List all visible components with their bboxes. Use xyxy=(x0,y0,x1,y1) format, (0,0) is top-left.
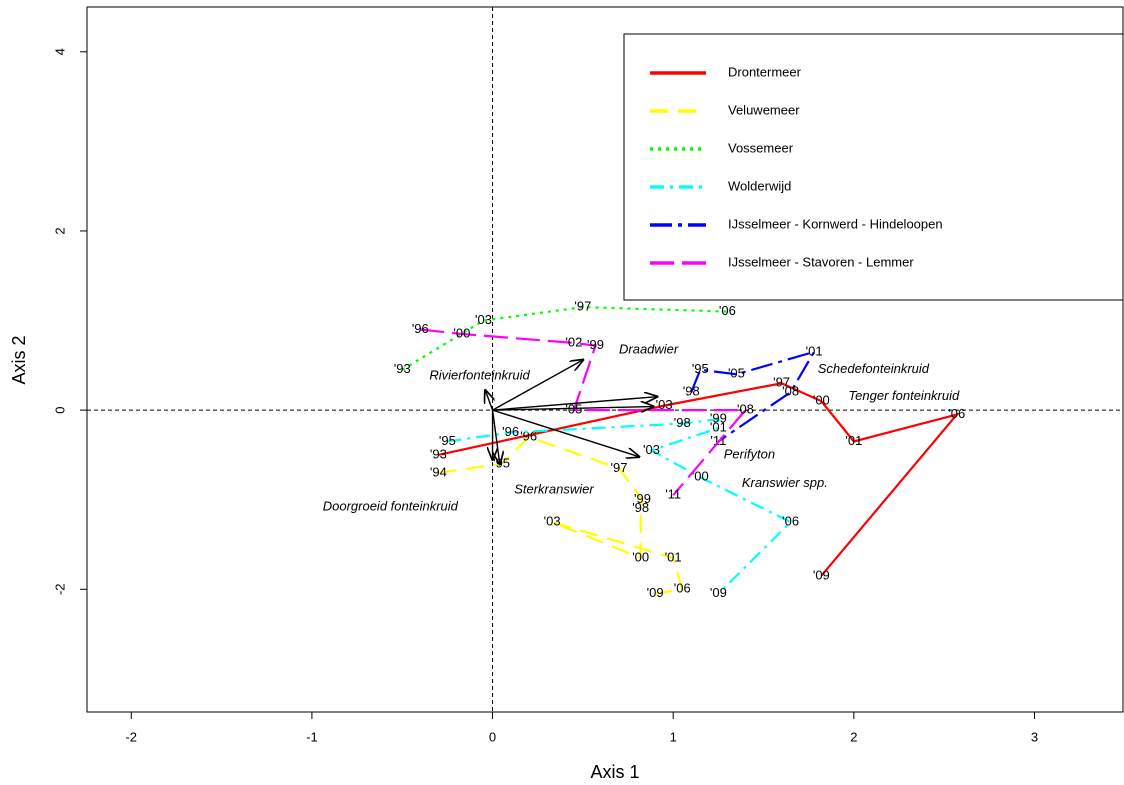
legend-label: Wolderwijd xyxy=(728,178,791,193)
point-label: '09 xyxy=(813,567,830,582)
point-label: '97 xyxy=(773,375,790,390)
y-tick-label: 0 xyxy=(52,406,67,413)
point-label: '08 xyxy=(737,402,754,417)
series-line xyxy=(447,417,793,595)
point-label: '97 xyxy=(574,299,591,314)
point-label: '06 xyxy=(948,406,965,421)
series-line xyxy=(420,328,748,496)
x-tick-label: 0 xyxy=(489,729,496,744)
point-label: '96 xyxy=(520,428,537,443)
point-label: '09 xyxy=(710,585,727,600)
point-label: '93 xyxy=(430,446,447,461)
x-tick-label: -1 xyxy=(306,729,318,744)
point-label: '93 xyxy=(394,361,411,376)
point-label: '98 xyxy=(683,384,700,399)
point-label: '98 xyxy=(632,500,649,515)
series-line xyxy=(438,435,684,595)
plot-frame xyxy=(86,6,1124,713)
point-label: '03 xyxy=(643,442,660,457)
x-tick-label: -2 xyxy=(125,729,137,744)
point-label: '00 xyxy=(813,393,830,408)
point-label: '95 xyxy=(692,361,709,376)
legend-label: IJsselmeer - Stavoren - Lemmer xyxy=(728,254,914,269)
point-label: '95 xyxy=(439,433,456,448)
point-label: '01 xyxy=(806,343,823,358)
species-label: Schedefonteinkruid xyxy=(818,361,930,376)
species-label: Rivierfonteinkruid xyxy=(429,368,530,383)
point-label: '94 xyxy=(430,464,447,479)
y-tick-label: -2 xyxy=(52,583,67,595)
species-label: Perifyton xyxy=(724,446,775,461)
point-label: '99 xyxy=(587,337,604,352)
species-arrow xyxy=(485,390,492,411)
y-tick-label: 4 xyxy=(52,48,67,55)
species-label: Doorgroeid fonteinkruid xyxy=(323,498,459,513)
species-label: Tenger fonteinkruid xyxy=(848,388,960,403)
point-label: '08 xyxy=(782,384,799,399)
species-arrow xyxy=(492,360,583,411)
point-label: '02 xyxy=(565,334,582,349)
legend-label: Vossemeer xyxy=(728,140,794,155)
species-label: Kranswier spp. xyxy=(742,475,828,490)
point-label: '96 xyxy=(412,321,429,336)
y-axis-label: Axis 2 xyxy=(9,335,29,384)
x-axis-label: Axis 1 xyxy=(590,762,639,782)
point-label: '97 xyxy=(611,460,628,475)
point-label: '99 xyxy=(710,411,727,426)
x-tick-label: 2 xyxy=(850,729,857,744)
legend-label: Veluwemeer xyxy=(728,102,800,117)
point-label: '96 xyxy=(502,424,519,439)
point-label: '00 xyxy=(632,549,649,564)
species-arrow xyxy=(491,410,500,464)
point-label: '06 xyxy=(674,581,691,596)
x-tick-label: 3 xyxy=(1031,729,1038,744)
point-label: '05 xyxy=(565,402,582,417)
legend-label: IJsselmeer - Kornwerd - Hindeloopen xyxy=(728,216,943,231)
point-label: '03 xyxy=(475,312,492,327)
point-label: '01 xyxy=(845,433,862,448)
point-label: '06 xyxy=(719,303,736,318)
species-arrow xyxy=(492,397,657,411)
species-arrow xyxy=(492,407,654,411)
series-line xyxy=(690,350,817,443)
point-label: '01 xyxy=(710,419,727,434)
point-label: '01 xyxy=(665,549,682,564)
point-label: '05 xyxy=(728,366,745,381)
point-label: '09 xyxy=(647,585,664,600)
species-label: Draadwier xyxy=(619,342,679,357)
point-label: '98 xyxy=(674,415,691,430)
point-label: '03 xyxy=(656,397,673,412)
y-tick-label: 2 xyxy=(52,227,67,234)
legend-box xyxy=(623,33,1124,301)
point-label: '06 xyxy=(782,514,799,529)
point-label: '11 xyxy=(665,487,681,502)
series-line xyxy=(438,382,960,577)
species-arrow xyxy=(492,409,639,457)
point-label: '95 xyxy=(493,455,510,470)
x-tick-label: 1 xyxy=(670,729,677,744)
series-line xyxy=(401,305,728,371)
point-label: '00 xyxy=(692,469,709,484)
legend-label: Drontermeer xyxy=(728,64,802,79)
species-label: Sterkranswier xyxy=(514,481,594,496)
point-label: '03 xyxy=(544,514,561,529)
point-label: '99 xyxy=(634,491,651,506)
point-label: '00 xyxy=(453,325,470,340)
